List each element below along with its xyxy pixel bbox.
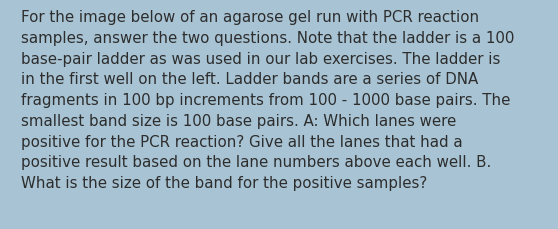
Text: For the image below of an agarose gel run with PCR reaction
samples, answer the : For the image below of an agarose gel ru… <box>21 10 514 190</box>
